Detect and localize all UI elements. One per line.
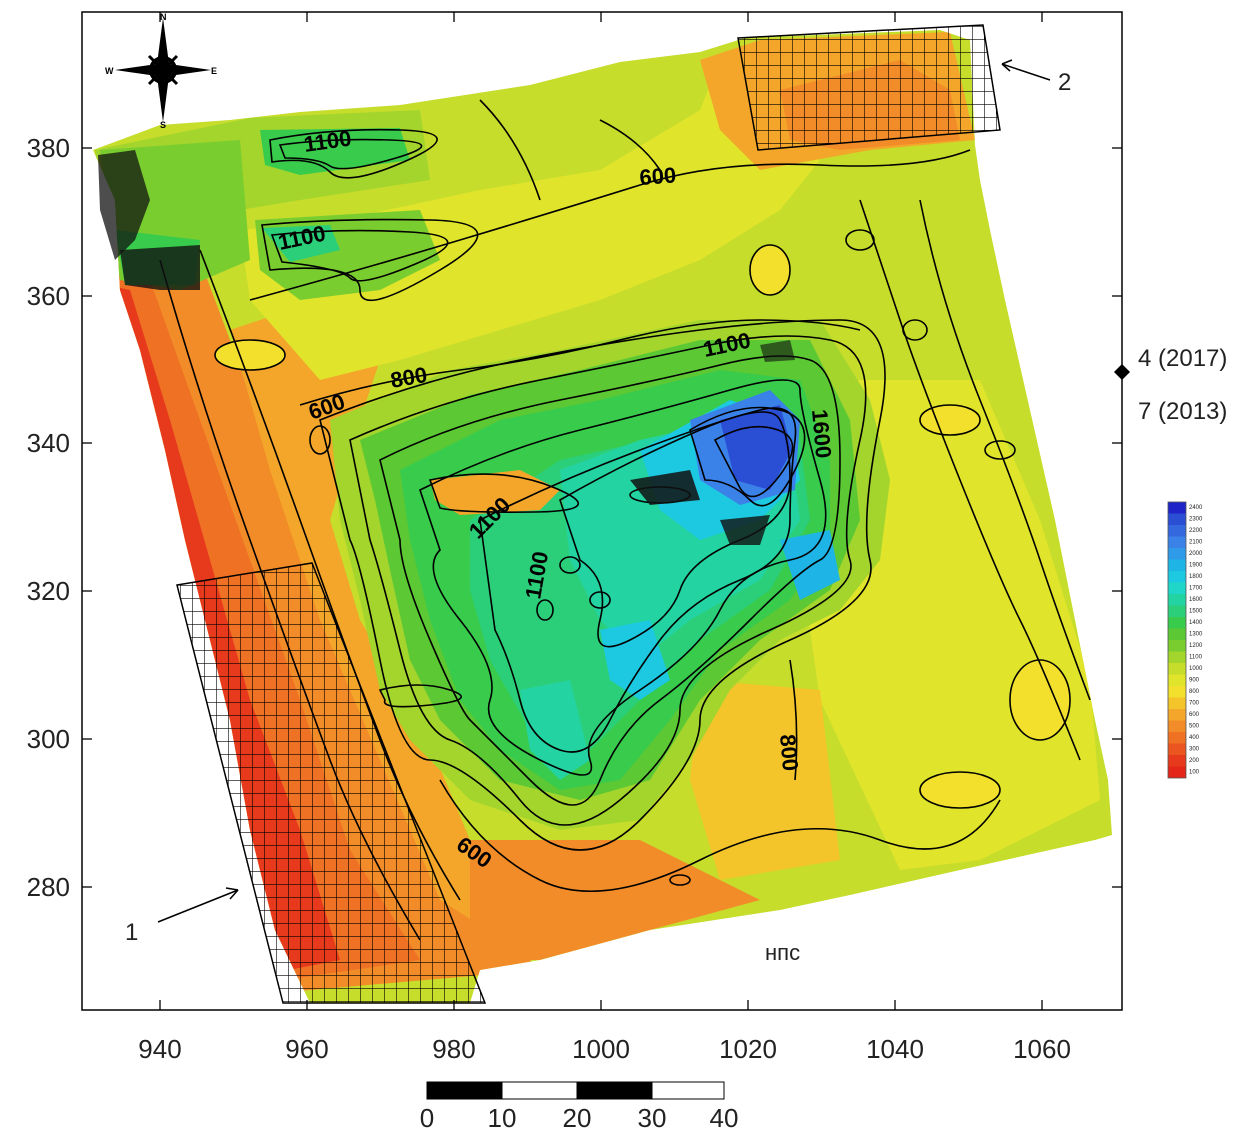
survey-block-1 bbox=[176, 562, 487, 1004]
compass-west-label: W bbox=[105, 66, 114, 76]
legend-value-label: 1900 bbox=[1189, 563, 1203, 569]
scale-label: 20 bbox=[563, 1103, 592, 1133]
legend-swatch bbox=[1168, 743, 1186, 755]
scale-bar: 0 10 20 30 40 bbox=[420, 1081, 739, 1133]
legend-swatch bbox=[1168, 513, 1186, 525]
legend-value-label: 700 bbox=[1189, 701, 1200, 707]
legend-swatch bbox=[1168, 697, 1186, 709]
legend-value-label: 300 bbox=[1189, 747, 1200, 753]
legend-swatch bbox=[1168, 571, 1186, 583]
compass-rose: N S W E bbox=[105, 12, 217, 130]
block-2-label: 2 bbox=[1058, 69, 1071, 96]
legend-swatch bbox=[1168, 628, 1186, 640]
legend-value-label: 1500 bbox=[1189, 609, 1203, 615]
y-tick-label: 360 bbox=[27, 281, 70, 311]
legend-swatch bbox=[1168, 536, 1186, 548]
legend-swatch bbox=[1168, 720, 1186, 732]
legend-swatch bbox=[1168, 594, 1186, 606]
legend-value-label: 200 bbox=[1189, 758, 1200, 764]
legend-swatch bbox=[1168, 502, 1186, 514]
legend-swatch bbox=[1168, 559, 1186, 571]
x-tick-label: 1060 bbox=[1013, 1034, 1071, 1064]
legend-swatch bbox=[1168, 617, 1186, 629]
y-tick-label: 300 bbox=[27, 724, 70, 754]
legend-value-label: 400 bbox=[1189, 735, 1200, 741]
axis-ticks bbox=[82, 12, 1122, 1010]
compass-south-label: S bbox=[160, 120, 166, 130]
scale-label: 10 bbox=[488, 1103, 517, 1133]
y-tick-label: 340 bbox=[27, 428, 70, 458]
block-2-annotation: 2 bbox=[1001, 59, 1071, 96]
y-axis-labels: 380 360 340 320 300 280 bbox=[27, 133, 70, 902]
legend-value-label: 1400 bbox=[1189, 620, 1203, 626]
legend-value-label: 1200 bbox=[1189, 643, 1203, 649]
legend-value-label: 2100 bbox=[1189, 540, 1203, 546]
contour-label: 800 bbox=[775, 733, 803, 772]
legend-swatch bbox=[1168, 709, 1186, 721]
legend-value-label: 600 bbox=[1189, 712, 1200, 718]
legend-value-label: 800 bbox=[1189, 689, 1200, 695]
station-label: нпс bbox=[765, 940, 800, 965]
legend-swatch bbox=[1168, 582, 1186, 594]
legend-swatch bbox=[1168, 651, 1186, 663]
site-label-top: 4 (2017) bbox=[1138, 345, 1227, 372]
legend-value-label: 100 bbox=[1189, 770, 1200, 776]
legend-value-label: 1100 bbox=[1189, 655, 1203, 661]
legend-swatch bbox=[1168, 755, 1186, 767]
legend-swatch bbox=[1168, 732, 1186, 744]
legend-swatch bbox=[1168, 640, 1186, 652]
legend-swatch bbox=[1168, 766, 1186, 778]
x-tick-label: 960 bbox=[285, 1034, 328, 1064]
legend-value-label: 1700 bbox=[1189, 586, 1203, 592]
x-tick-label: 940 bbox=[138, 1034, 181, 1064]
legend-swatch bbox=[1168, 548, 1186, 560]
legend-swatch bbox=[1168, 605, 1186, 617]
legend-value-label: 1300 bbox=[1189, 632, 1203, 638]
legend-value-label: 1600 bbox=[1189, 597, 1203, 603]
legend-value-label: 2300 bbox=[1189, 517, 1203, 523]
x-tick-label: 1000 bbox=[572, 1034, 630, 1064]
contour-label: 1600 bbox=[807, 408, 836, 459]
steep-relief-clusters bbox=[98, 150, 795, 545]
contour-lines bbox=[159, 99, 1091, 941]
compass-east-label: E bbox=[211, 66, 217, 76]
block-1-annotation: 1 bbox=[125, 887, 239, 946]
legend-swatch bbox=[1168, 674, 1186, 686]
block-1-label: 1 bbox=[125, 919, 138, 946]
site-label-bottom: 7 (2013) bbox=[1138, 398, 1227, 425]
x-tick-label: 980 bbox=[432, 1034, 475, 1064]
legend-swatch bbox=[1168, 686, 1186, 698]
legend-swatch bbox=[1168, 663, 1186, 675]
scale-label: 0 bbox=[420, 1103, 434, 1133]
x-tick-label: 1040 bbox=[866, 1034, 924, 1064]
y-tick-label: 280 bbox=[27, 872, 70, 902]
y-tick-label: 380 bbox=[27, 133, 70, 163]
scale-label: 30 bbox=[638, 1103, 667, 1133]
scale-label: 40 bbox=[710, 1103, 739, 1133]
legend-swatch bbox=[1168, 525, 1186, 537]
legend-value-label: 500 bbox=[1189, 724, 1200, 730]
legend-value-label: 2000 bbox=[1189, 551, 1203, 557]
legend-value-label: 1000 bbox=[1189, 666, 1203, 672]
site-marker: 4 (2017) 7 (2013) bbox=[1114, 345, 1227, 425]
legend-value-label: 2400 bbox=[1189, 505, 1203, 511]
legend-value-label: 1800 bbox=[1189, 574, 1203, 580]
x-axis-labels: 940 960 980 1000 1020 1040 1060 bbox=[138, 1034, 1071, 1064]
x-tick-label: 1020 bbox=[719, 1034, 777, 1064]
legend-value-label: 900 bbox=[1189, 678, 1200, 684]
legend-border bbox=[1167, 501, 1187, 779]
legend-value-label: 2200 bbox=[1189, 528, 1203, 534]
compass-north-label: N bbox=[160, 12, 167, 22]
contour-label: 600 bbox=[639, 162, 677, 190]
y-tick-label: 320 bbox=[27, 576, 70, 606]
elevation-legend: 2400 2300 2200 2100 2000 1900 1800 1700 1600 1500… bbox=[1167, 501, 1203, 779]
survey-block-2 bbox=[737, 24, 1001, 151]
